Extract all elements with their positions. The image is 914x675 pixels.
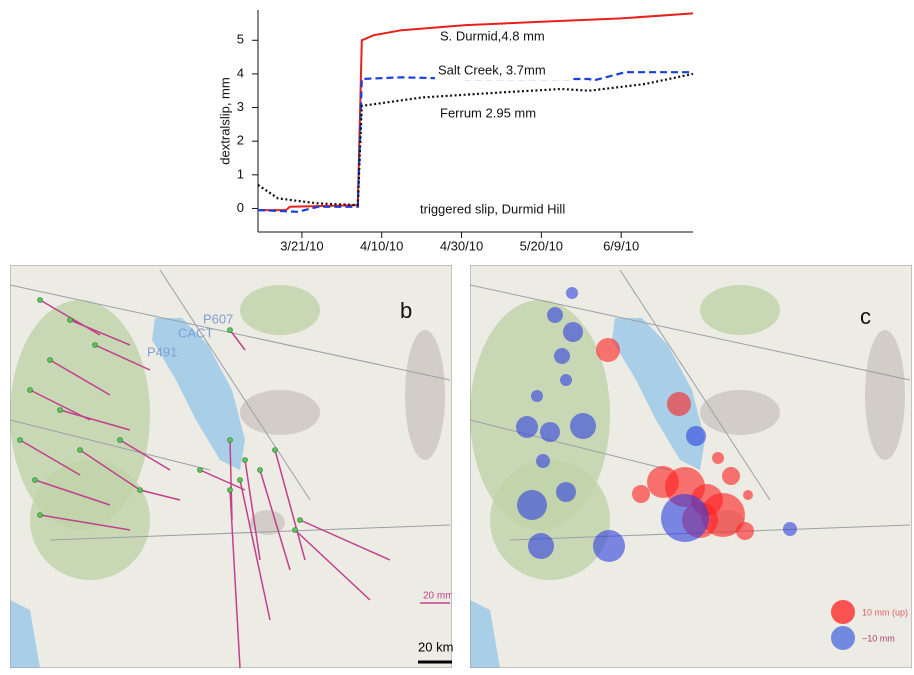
station-label: CACT <box>178 325 213 340</box>
figure: P607CACTP491 b 20 mm c 10 mm (up) −10 mm 0 1 2… <box>0 0 914 670</box>
x-tick-label: 6/9/10 <box>603 238 639 253</box>
displacement-circle <box>560 374 572 386</box>
displacement-circle <box>736 522 754 540</box>
station <box>93 343 98 348</box>
series-label: Salt Creek, 3.7mm <box>438 62 546 77</box>
scale-label: 20 mm <box>423 591 454 602</box>
station <box>38 298 43 303</box>
station <box>258 468 263 473</box>
x-tick-label: 3/21/10 <box>280 238 323 253</box>
page: {"chart_data": {"type": "line", "y_label… <box>0 0 914 675</box>
displacement-circle <box>556 482 576 502</box>
displacement-circle <box>712 452 724 464</box>
legend-marker <box>831 600 855 624</box>
series-line <box>258 74 693 205</box>
displacement-circle <box>566 287 578 299</box>
station <box>18 438 23 443</box>
terrain-gray <box>700 390 780 435</box>
station <box>28 388 33 393</box>
panel-label: b <box>400 298 412 323</box>
station <box>58 408 63 413</box>
station <box>38 513 43 518</box>
displacement-circle <box>547 307 563 323</box>
station <box>243 458 248 463</box>
displacement-circle <box>596 338 620 362</box>
displacement-circle <box>593 530 625 562</box>
displacement-circle <box>632 485 650 503</box>
station <box>198 468 203 473</box>
y-tick-label: 2 <box>237 133 244 148</box>
station <box>228 488 233 493</box>
terrain-gray <box>405 330 445 460</box>
displacement-circle <box>570 413 596 439</box>
terrain <box>240 285 320 335</box>
station <box>33 478 38 483</box>
station <box>298 518 303 523</box>
station <box>238 478 243 483</box>
terrain <box>700 285 780 335</box>
station <box>78 448 83 453</box>
x-tick-label: 5/20/10 <box>520 238 563 253</box>
station <box>228 328 233 333</box>
terrain <box>30 460 150 580</box>
scale-label: 20 km <box>418 639 453 654</box>
legend-label: 10 mm (up) <box>862 607 908 617</box>
terrain-gray <box>865 330 905 460</box>
map-c: c 10 mm (up) −10 mm <box>470 265 912 668</box>
station-label: P491 <box>147 344 177 359</box>
annotation: triggered slip, Durmid Hill <box>420 201 565 216</box>
displacement-circle <box>554 348 570 364</box>
station <box>138 488 143 493</box>
series-line <box>258 72 693 212</box>
y-tick-label: 5 <box>237 32 244 47</box>
displacement-circle <box>722 467 740 485</box>
displacement-circle <box>661 494 709 542</box>
station <box>68 318 73 323</box>
terrain-gray <box>240 390 320 435</box>
displacement-circle <box>528 533 554 559</box>
x-tick-label: 4/10/10 <box>360 238 403 253</box>
displacement-circle <box>516 416 538 438</box>
legend-label: −10 mm <box>862 633 895 643</box>
y-tick-label: 4 <box>237 65 244 80</box>
y-tick-label: 1 <box>237 166 244 181</box>
displacement-circle <box>783 522 797 536</box>
displacement-circle <box>531 390 543 402</box>
x-tick-label: 4/30/10 <box>440 238 483 253</box>
displacement-circle <box>536 454 550 468</box>
series-label: Ferrum 2.95 mm <box>440 105 536 120</box>
y-axis-label: dextralslip, mm <box>217 77 232 164</box>
displacement-circle <box>540 422 560 442</box>
station <box>293 528 298 533</box>
terrain <box>490 460 610 580</box>
displacement-circle <box>563 322 583 342</box>
displacement-circle <box>667 392 691 416</box>
y-tick-label: 0 <box>237 200 244 215</box>
station <box>228 438 233 443</box>
displacement-circle <box>517 490 547 520</box>
station-label: P607 <box>203 311 233 326</box>
panel-label: c <box>860 304 871 329</box>
station <box>118 438 123 443</box>
y-tick-label: 3 <box>237 99 244 114</box>
displacement-circle <box>743 490 753 500</box>
displacement-circle <box>686 426 706 446</box>
legend-marker <box>831 626 855 650</box>
series-label: S. Durmid,4.8 mm <box>440 28 545 43</box>
station <box>48 358 53 363</box>
station <box>273 448 278 453</box>
